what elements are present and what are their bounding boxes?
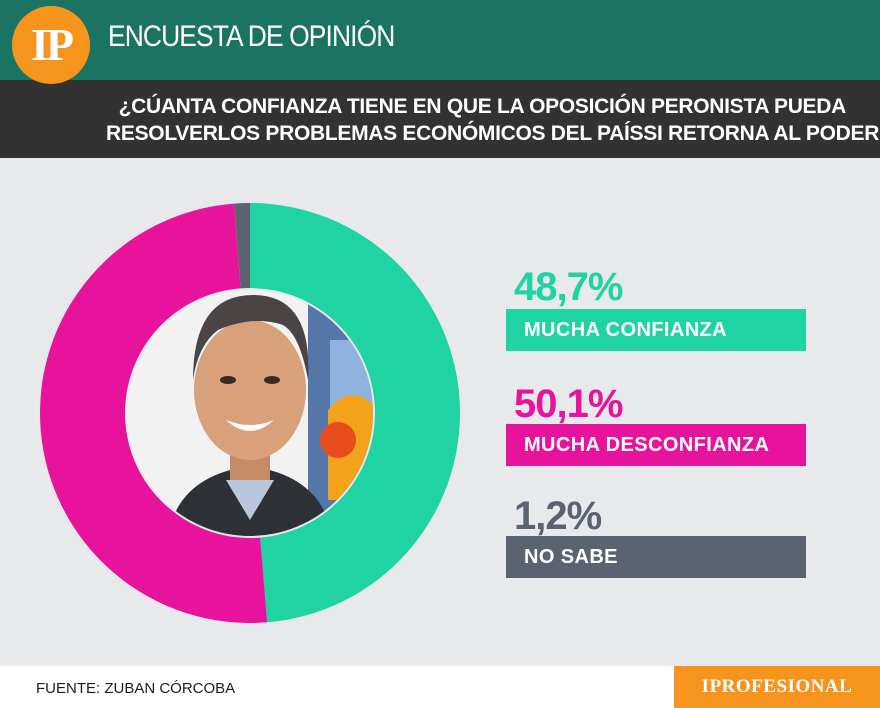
question-line-2: RESOLVERLOS PROBLEMAS ECONÓMICOS DEL PAÍ… [106, 122, 880, 145]
value-label-mucha-confianza: 48,7% [514, 265, 623, 309]
brand-logo-text: IPROFESIONAL [701, 676, 853, 697]
donut-slice-mucha-confianza [250, 203, 461, 623]
legend-label-no-sabe: NO SABE [524, 545, 618, 568]
ip-logo: IP [12, 6, 90, 84]
legend-bar-no-sabe: NO SABE [506, 536, 806, 578]
value-label-no-sabe: 1,2% [514, 494, 602, 538]
legend-label-mucha-confianza: MUCHA CONFIANZA [524, 318, 728, 341]
person-photo [127, 290, 373, 536]
source-text: FUENTE: ZUBAN CÓRCOBA [36, 680, 236, 697]
footer-brand-bar: IPROFESIONAL [674, 666, 880, 708]
question-text: ¿CÚANTA CONFIANZA TIENE EN QUE LA OPOSIC… [106, 93, 880, 147]
logo-text: IP [31, 18, 74, 70]
header-bar [0, 0, 880, 80]
legend-label-mucha-desconfianza: MUCHA DESCONFIANZA [524, 433, 770, 456]
donut-slice-no-sabe [234, 203, 250, 289]
legend-bar-mucha-confianza: MUCHA CONFIANZA [506, 309, 806, 351]
question-bar [0, 80, 880, 158]
donut-slice-mucha-desconfianza [40, 203, 268, 623]
header-title: ENCUESTA DE OPINIÓN [108, 20, 395, 53]
question-line-1: ¿CÚANTA CONFIANZA TIENE EN QUE LA OPOSIC… [118, 95, 847, 118]
footer-source-bar [0, 666, 674, 708]
value-label-mucha-desconfianza: 50,1% [514, 382, 623, 426]
donut-chart [40, 203, 461, 623]
legend-bar-mucha-desconfianza: MUCHA DESCONFIANZA [506, 424, 806, 466]
